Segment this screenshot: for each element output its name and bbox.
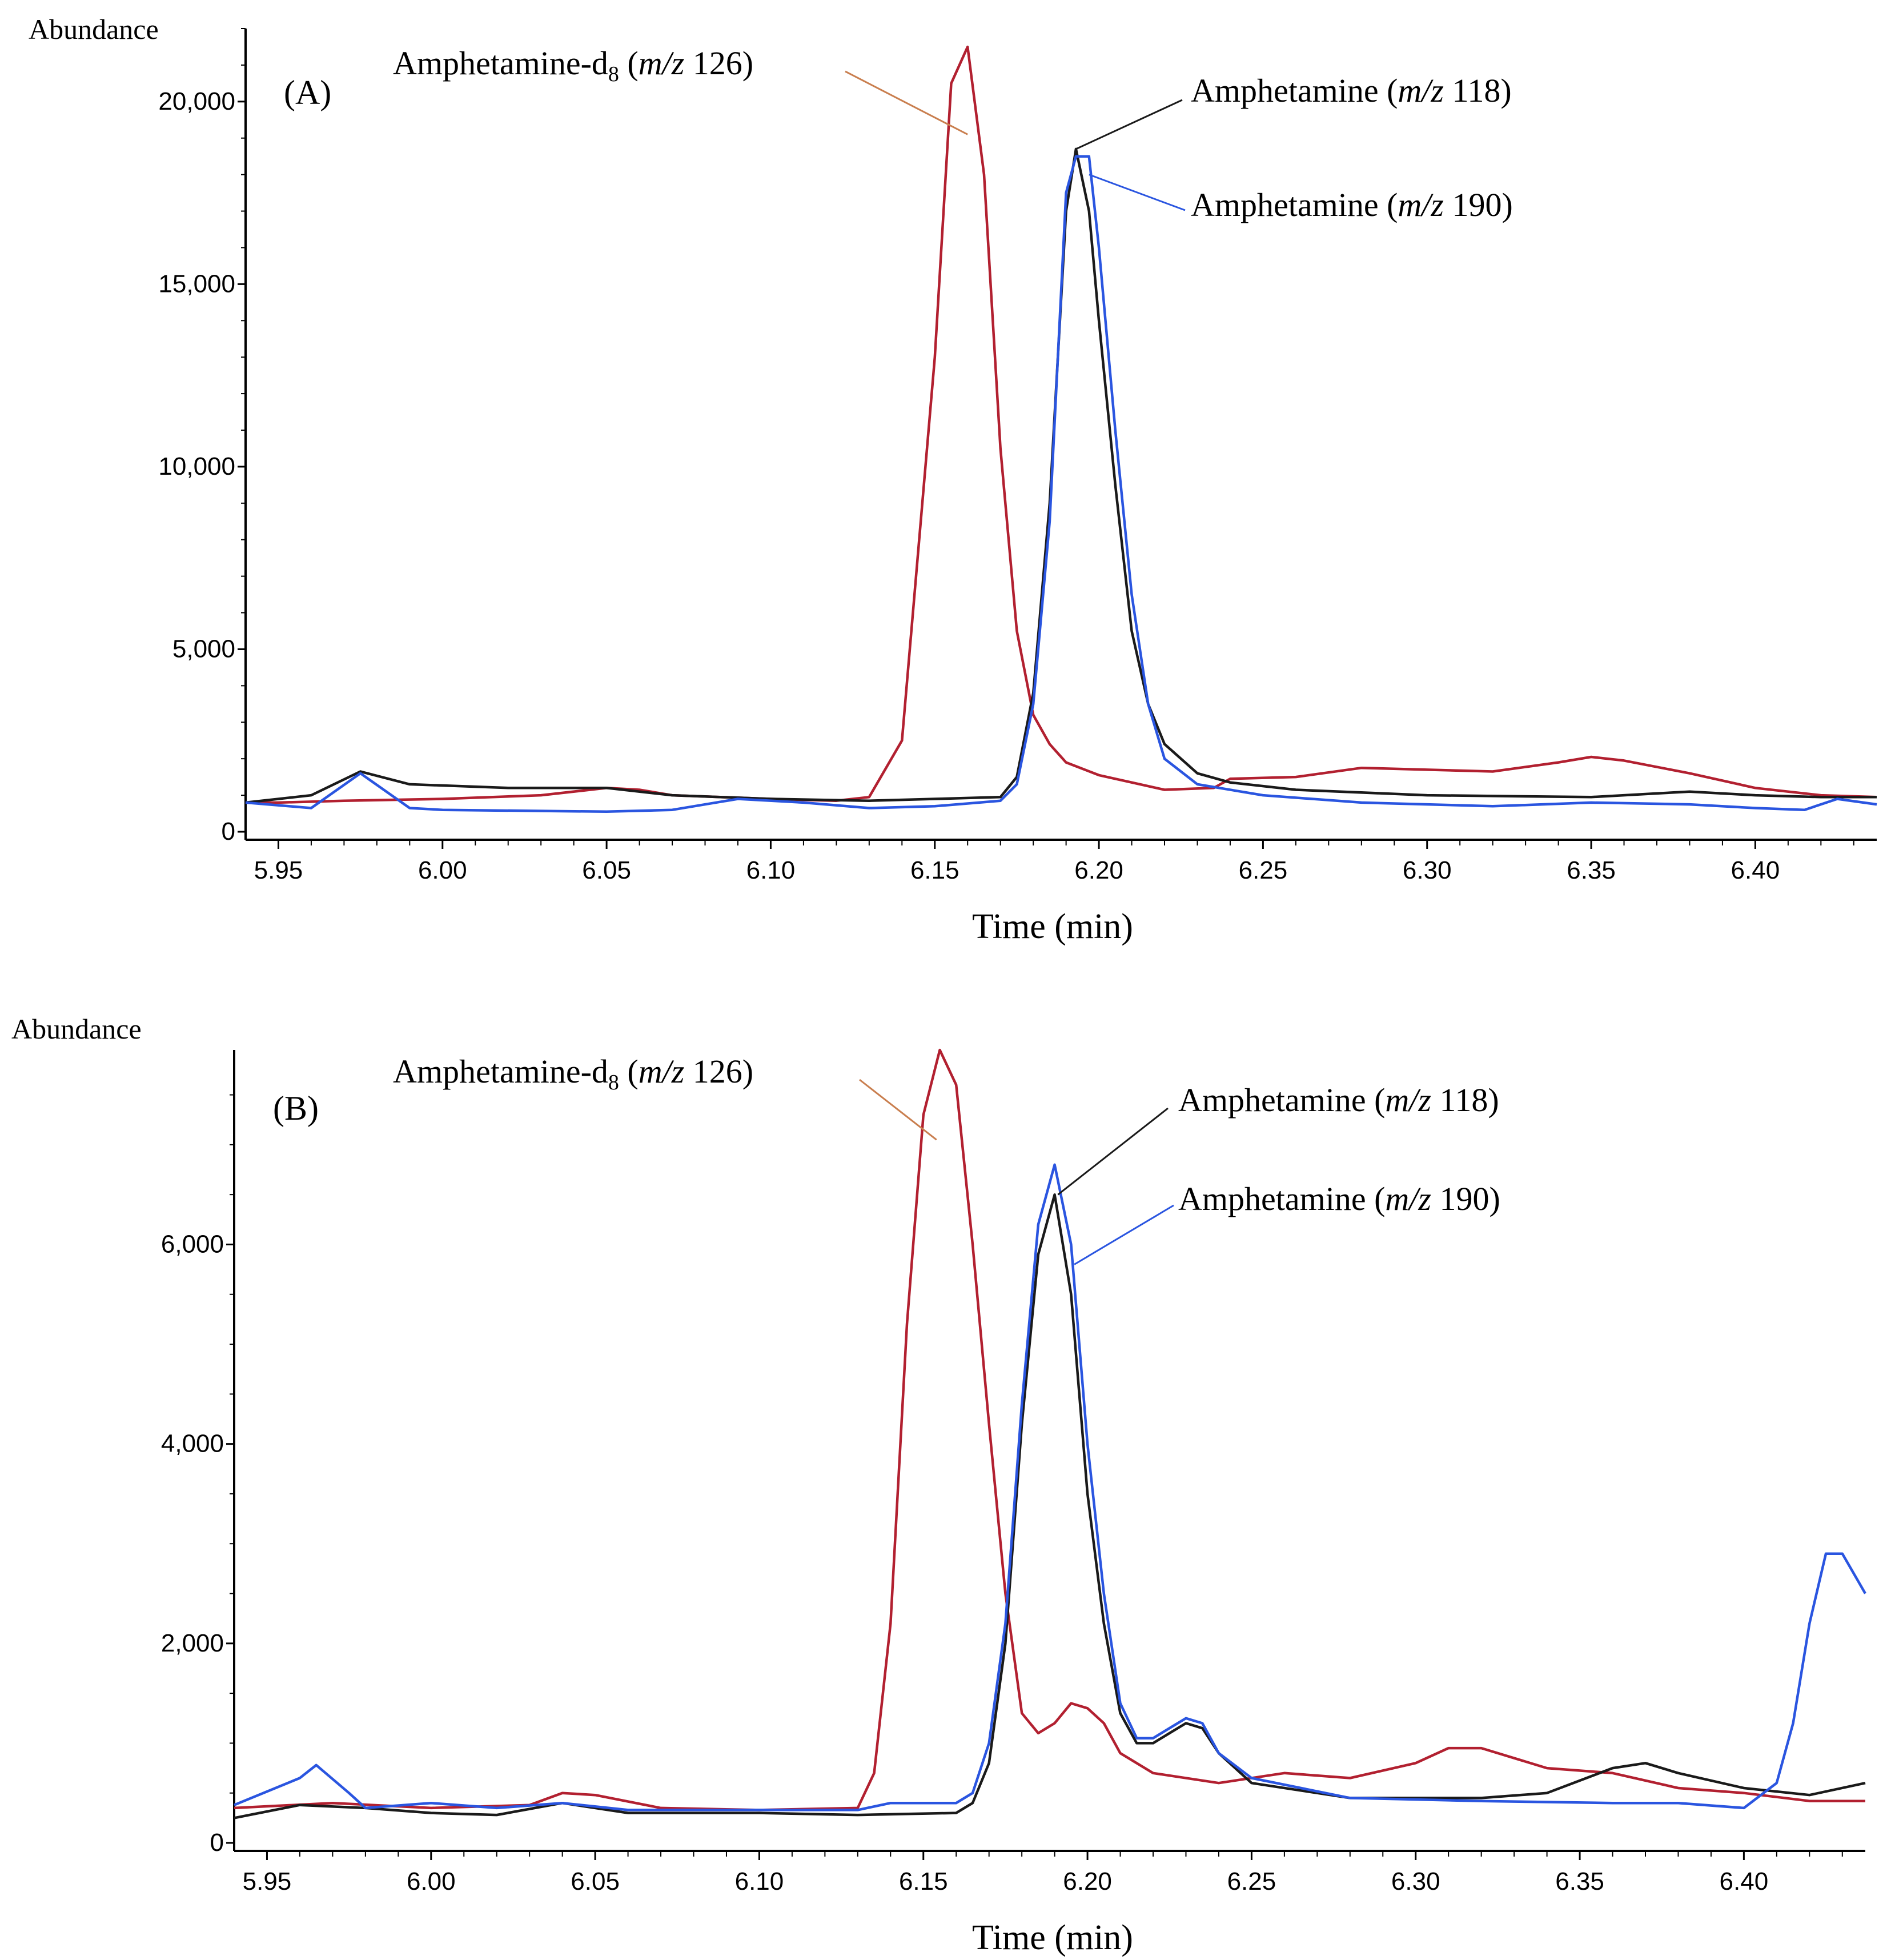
panel-a-y-tick-label: 0 [222,817,235,845]
annotation-mz-value: 190) [1431,1180,1500,1217]
panel-a-annotation-leader-m118 [1075,99,1183,150]
annotation-mz: m/z [1385,1180,1431,1217]
panel-b-x-tick-label: 6.35 [1555,1867,1604,1895]
panel-a-annotation-m126: Amphetamine-d8 (m/z 126) [393,45,753,86]
annotation-compound-name: Amphetamine [1191,72,1379,109]
panel-b-x-tick-label: 5.95 [243,1867,292,1895]
annotation-open-paren: ( [1379,186,1398,223]
annotation-mz: m/z [1398,186,1444,223]
panel-a-annotation-m190: Amphetamine (m/z 190) [1191,186,1513,223]
panel-b-y-tick-label: 6,000 [161,1230,224,1258]
panel-b-x-tick-label: 6.30 [1391,1867,1440,1895]
panel-b-x-tick-label: 6.40 [1720,1867,1769,1895]
panel-a-x-tick-label: 5.95 [254,856,303,884]
annotation-mz-value: 118) [1431,1081,1499,1119]
annotation-open-paren: ( [1366,1081,1386,1119]
panel-a-x-tick-label: 6.05 [582,856,631,884]
panel-b-x-tick-label: 6.25 [1227,1867,1276,1895]
panel-a-x-tick-label: 6.25 [1239,856,1288,884]
panel-b-x-axis-label: Time (min) [972,1918,1133,1957]
annotation-mz: m/z [639,1053,685,1090]
annotation-mz: m/z [1385,1081,1431,1119]
panel-b-annotation-m190: Amphetamine (m/z 190) [1178,1180,1500,1217]
annotation-compound-name: Amphetamine [1178,1081,1366,1119]
panel-b-chart: Abundance (B) Time (min) 0 2,000 4,000 6,00… [11,1013,1866,1957]
panel-b-annotation-m126: Amphetamine-d8 (m/z 126) [393,1053,753,1095]
panel-b-series-m190-line [234,1163,1866,1811]
panel-a-series-m126-line [246,45,1877,804]
panel-b-annotation-leader-m126 [859,1079,937,1141]
panel-b-label: (B) [273,1089,319,1127]
annotation-mz: m/z [639,45,685,82]
annotation-open-paren: ( [1379,72,1398,109]
panel-b-annotation-leader-m190 [1074,1204,1174,1265]
panel-b-annotation-leader-m118 [1057,1107,1169,1196]
panel-b-x-tick-label: 6.20 [1063,1867,1112,1895]
panel-b-x-tick-label: 6.00 [407,1867,456,1895]
panel-a-series-m118-line [245,147,1877,804]
panel-b-x-tick-label: 6.05 [571,1867,620,1895]
panel-a-x-tick-label: 6.30 [1403,856,1452,884]
panel-a-x-tick-label: 6.35 [1567,856,1616,884]
panel-b-y-tick-label: 2,000 [161,1629,224,1657]
panel-a-y-tick-label: 5,000 [172,635,235,663]
panel-a-chart: Abundance (A) Time (min) 0 5,000 10,000 15,… [29,13,1877,946]
panel-a-x-tick-label: 6.40 [1731,856,1780,884]
panel-a-annotation-leader-m190 [1089,174,1186,211]
annotation-compound-name: Amphetamine-d [393,45,608,82]
panel-a-y-tick-label: 15,000 [158,270,235,298]
panel-b-series-m126-line [234,1048,1865,1811]
panel-b-y-tick-label: 0 [210,1829,224,1857]
annotation-open-paren: ( [619,45,639,82]
panel-a-x-tick-label: 6.15 [910,856,959,884]
annotation-open-paren: ( [1366,1180,1386,1217]
annotation-subscript: 8 [608,1071,619,1095]
panel-a-x-axis-label: Time (min) [972,907,1133,946]
annotation-compound-name: Amphetamine-d [393,1053,608,1090]
annotation-compound-name: Amphetamine [1191,186,1379,223]
panel-b-y-axis-label: Abundance [11,1013,142,1045]
annotation-mz-value: 126) [684,45,753,82]
panel-b-series-m118-line [234,1193,1866,1819]
panel-b-x-tick-label: 6.10 [735,1867,784,1895]
panel-a-annotation-leader-m126 [845,70,968,135]
panel-b-x-tick-label: 6.15 [899,1867,948,1895]
annotation-mz-value: 190) [1444,186,1513,223]
panel-b-y-tick-label: 4,000 [161,1430,224,1458]
annotation-compound-name: Amphetamine [1178,1180,1366,1217]
panel-a-annotation-m118: Amphetamine (m/z 118) [1191,72,1512,109]
annotation-open-paren: ( [619,1053,639,1090]
panel-a-x-tick-label: 6.10 [746,856,796,884]
panel-a-y-tick-label: 20,000 [158,87,235,115]
panel-a-x-tick-label: 6.00 [418,856,467,884]
annotation-mz: m/z [1398,72,1444,109]
annotation-mz-value: 126) [684,1053,753,1090]
panel-a-series-m190-line [245,155,1877,813]
panel-a-y-tick-label: 10,000 [158,452,235,480]
panel-a-x-tick-label: 6.20 [1074,856,1123,884]
panel-a-label: (A) [284,74,331,111]
annotation-mz-value: 118) [1444,72,1512,109]
panel-b-annotation-m118: Amphetamine (m/z 118) [1178,1081,1499,1119]
annotation-subscript: 8 [608,62,619,86]
panel-a-y-axis-label: Abundance [29,13,159,45]
